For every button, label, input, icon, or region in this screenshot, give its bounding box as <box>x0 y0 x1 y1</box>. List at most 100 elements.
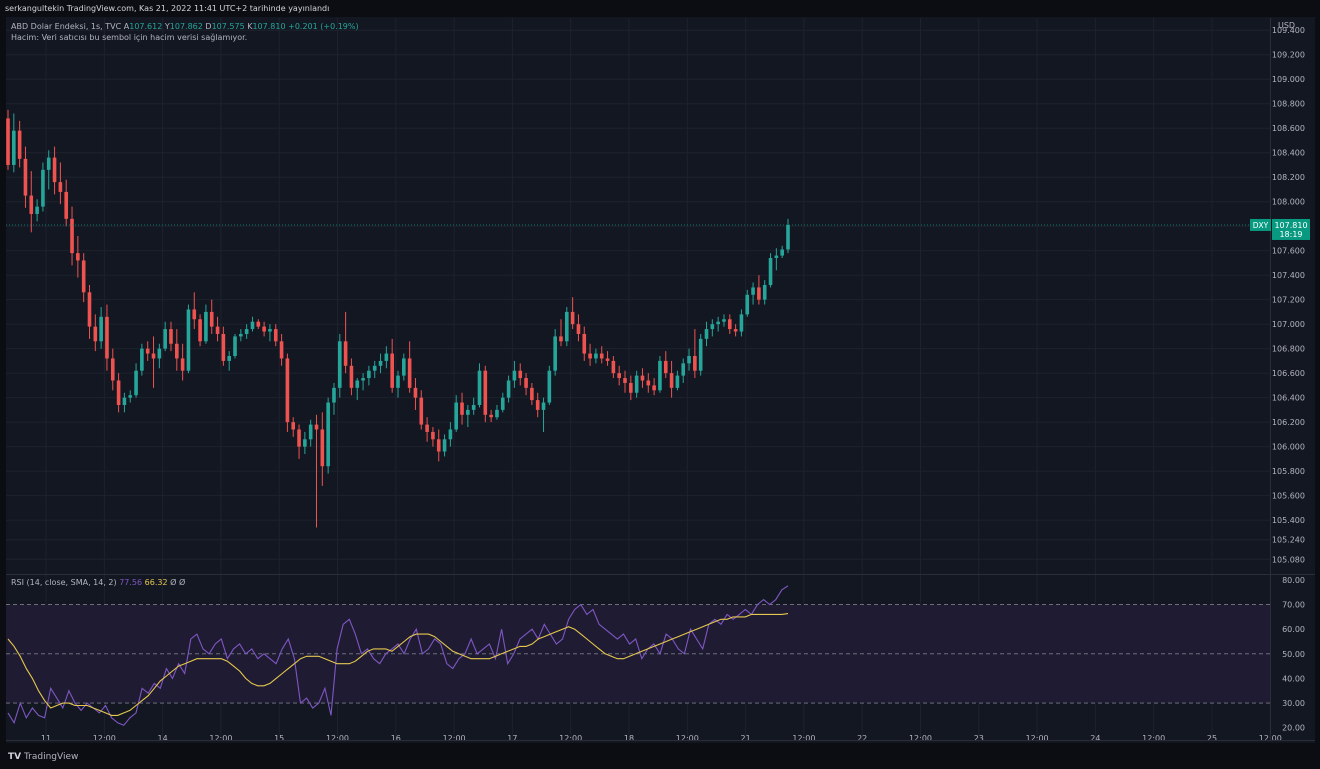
candle-body <box>483 370 488 415</box>
candle-body <box>512 370 517 381</box>
rsi-line <box>7 585 789 726</box>
candle-body <box>285 358 290 423</box>
candle-body <box>605 358 610 361</box>
candle-body <box>710 324 715 330</box>
candle-body <box>355 380 360 388</box>
candle-body <box>116 380 121 405</box>
candle-body <box>582 333 587 354</box>
candle-body <box>6 118 10 165</box>
x-tick-label: 12:00 <box>676 734 699 743</box>
candle-body <box>506 380 511 398</box>
candle-body <box>145 348 150 354</box>
x-tick-label: 12:00 <box>209 734 232 743</box>
candle-body <box>372 365 377 371</box>
price-change: +0.201 (+0.19%) <box>288 22 359 31</box>
price-tag-bg <box>1272 218 1310 240</box>
candle-body <box>273 329 278 342</box>
candle-body <box>588 353 592 359</box>
rsi-sma-value: 66.32 <box>144 578 168 587</box>
candle-body <box>303 439 307 447</box>
candle-body <box>52 157 57 183</box>
candle-body <box>122 397 127 405</box>
brand[interactable]: TV TradingView <box>8 752 78 762</box>
candle-body <box>675 375 680 388</box>
volume-note: Hacim: Veri satıcısı bu sembol için haci… <box>11 33 248 42</box>
candle-body <box>105 316 109 359</box>
rsi-y-tick-label: 60.00 <box>1282 625 1305 634</box>
candle-body <box>402 358 406 376</box>
candle-body <box>425 424 429 432</box>
candle-body <box>727 319 732 330</box>
candle-body <box>646 380 651 386</box>
candle-body <box>663 360 668 374</box>
candle-body <box>46 157 51 170</box>
x-tick-label: 25 <box>1207 734 1217 743</box>
candle-body <box>384 353 389 361</box>
candle-body <box>594 353 598 359</box>
candle-body <box>192 309 197 320</box>
candle-body <box>698 338 703 371</box>
candle-body <box>774 255 779 259</box>
x-tick-label: 12:00 <box>93 734 116 743</box>
x-tick-label: 12:00 <box>1026 734 1049 743</box>
symbol-name: ABD Dolar Endeksi, 1s, TVC <box>11 22 122 31</box>
candle-body <box>466 409 470 415</box>
candle-body <box>186 309 191 371</box>
candle-body <box>518 370 523 379</box>
candle-body <box>652 385 656 391</box>
rsi-title: RSI (14, close, SMA, 14, 2) <box>11 578 117 587</box>
candle-body <box>221 333 226 361</box>
candle-body <box>367 370 371 379</box>
candle-body <box>611 360 616 374</box>
candle-body <box>180 358 185 371</box>
candle-body <box>477 370 482 405</box>
y-tick-label: 108.400 <box>1272 149 1305 158</box>
y-tick-label: 106.800 <box>1272 345 1305 354</box>
currency-label: USD <box>1278 21 1296 30</box>
candle-body <box>599 353 604 359</box>
y-tick-label: 107.600 <box>1272 247 1305 256</box>
candle-body <box>279 341 284 359</box>
candle-body <box>215 326 220 334</box>
rsi-y-tick-label: 30.00 <box>1282 699 1305 708</box>
candle-body <box>687 356 691 364</box>
candle-body <box>70 218 74 254</box>
candle-body <box>163 329 167 349</box>
candle-body <box>256 321 261 327</box>
candle-body <box>669 373 674 388</box>
y-tick-label: 108.600 <box>1272 124 1305 133</box>
x-tick-label: 12:00 <box>1142 734 1165 743</box>
candle-body <box>559 336 563 342</box>
price-tag-countdown: 18:19 <box>1279 230 1302 239</box>
candle-body <box>629 382 633 393</box>
candle-body <box>704 329 709 339</box>
candle-body <box>169 329 173 344</box>
rsi-legend: RSI (14, close, SMA, 14, 2) 77.56 66.32 … <box>11 578 185 587</box>
y-tick-label: 106.400 <box>1272 394 1305 403</box>
y-tick-label: 108.200 <box>1272 173 1305 182</box>
candle-body <box>332 387 336 403</box>
rsi-y-tick-label: 50.00 <box>1282 650 1305 659</box>
candle-body <box>268 329 272 332</box>
candle-body <box>716 321 720 325</box>
ohlc-low: D107.575 <box>205 22 245 31</box>
candle-body <box>407 358 412 388</box>
candle-body <box>617 373 621 379</box>
y-tick-label: 105.240 <box>1272 536 1305 545</box>
candle-body <box>320 429 325 467</box>
candle-body <box>250 321 255 330</box>
candle-body <box>244 329 249 334</box>
candle-body <box>722 319 726 322</box>
candle-body <box>757 287 761 300</box>
candles-group <box>6 109 790 528</box>
rsi-y-tick-label: 40.00 <box>1282 674 1305 683</box>
candle-body <box>233 336 237 357</box>
candle-body <box>733 329 738 332</box>
candle-body <box>157 348 162 359</box>
candle-body <box>495 409 499 418</box>
x-tick-label: 12:00 <box>792 734 815 743</box>
candle-body <box>413 387 418 398</box>
candle-body <box>786 224 790 250</box>
x-tick-label: 22 <box>857 734 867 743</box>
